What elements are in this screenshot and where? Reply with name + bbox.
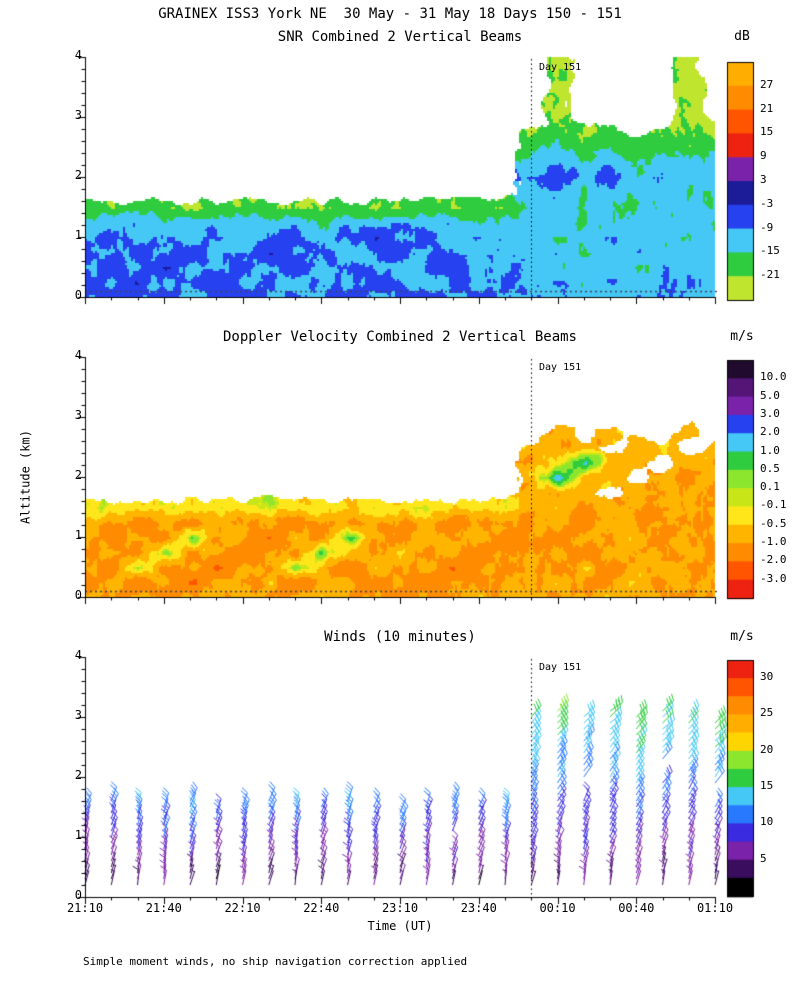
colorbar-tick-label: -21	[760, 268, 780, 282]
y-tick-label: 3	[74, 708, 82, 722]
colorbar-tick-label: -2.0	[760, 553, 787, 567]
colorbar-tick-label: 20	[760, 742, 774, 756]
x-tick-label: 22:10	[224, 901, 261, 915]
day151-annotation-doppler: Day 151	[539, 362, 582, 373]
y-tick-label: 4	[74, 648, 82, 662]
x-axis-label: Time (UT)	[367, 919, 433, 933]
y-tick-label: 1	[74, 828, 82, 842]
y-tick-label: 0	[74, 288, 82, 302]
y-tick-label: 4	[74, 348, 82, 362]
colorbar-tick-label: 5.0	[760, 388, 780, 402]
winds-panel-title: Winds (10 minutes)	[324, 629, 476, 645]
snr-colorbar-title: dB	[734, 29, 750, 44]
colorbar-tick-label: 3	[760, 173, 767, 186]
snr-panel-title: SNR Combined 2 Vertical Beams	[277, 29, 523, 45]
x-tick-label: 00:40	[618, 901, 655, 915]
day151-annotation-winds: Day 151	[539, 662, 582, 673]
winds-colorbar	[727, 660, 753, 896]
y-tick-label: 4	[74, 48, 82, 62]
colorbar-tick-label: 27	[760, 77, 774, 91]
colorbar-tick-label: 0.1	[760, 480, 780, 494]
colorbar-tick-label: -0.5	[760, 516, 787, 530]
doppler-plot-area	[85, 357, 715, 597]
y-tick-label: 2	[74, 768, 82, 782]
y-tick-label: 2	[74, 168, 82, 182]
colorbar-tick-label: -0.1	[760, 498, 787, 512]
colorbar-tick-label: -3	[760, 196, 774, 210]
x-tick-label: 21:40	[145, 901, 182, 915]
doppler-colorbar-title: m/s	[730, 329, 754, 344]
colorbar-tick-label: -9	[760, 220, 774, 234]
y-tick-label: 1	[74, 528, 82, 542]
colorbar-tick-label: 15	[760, 125, 774, 139]
y-tick-label: 1	[74, 228, 82, 242]
doppler-colorbar	[727, 360, 753, 598]
x-tick-label: 21:10	[66, 901, 104, 915]
y-tick-label: 0	[74, 588, 82, 602]
winds-colorbar-title: m/s	[730, 629, 754, 644]
x-tick-label: 22:40	[303, 901, 340, 915]
colorbar-tick-label: 30	[760, 670, 774, 684]
snr-colorbar	[727, 62, 753, 300]
doppler-panel-title: Doppler Velocity Combined 2 Vertical Bea…	[222, 329, 577, 345]
main-title: GRAINEX ISS3 York NE 30 May - 31 May 18 …	[158, 6, 622, 22]
colorbar-tick-label: -3.0	[760, 571, 787, 585]
colorbar-tick-label: 9	[760, 149, 767, 163]
x-tick-label: 00:10	[539, 901, 576, 915]
y-axis-label: Altitude (km)	[18, 430, 33, 524]
y-tick-label: 3	[74, 108, 82, 122]
snr-plot-area	[85, 57, 715, 297]
y-tick-label: 0	[74, 888, 82, 902]
colorbar-tick-label: -15	[760, 244, 780, 258]
x-tick-label: 01:10	[696, 901, 734, 915]
footer-note: Simple moment winds, no ship navigation …	[83, 955, 468, 968]
colorbar-tick-label: 2.0	[760, 425, 780, 439]
colorbar-tick-label: 10	[760, 815, 774, 829]
colorbar-tick-label: 0.5	[760, 461, 780, 475]
colorbar-tick-label: 15	[760, 779, 774, 793]
colorbar-tick-label: 3.0	[760, 406, 780, 420]
colorbar-tick-label: 10.0	[760, 370, 787, 384]
colorbar-tick-label: 21	[760, 101, 774, 115]
colorbar-tick-label: 25	[760, 706, 774, 720]
colorbar-tick-label: -1.0	[760, 535, 787, 549]
x-tick-label: 23:10	[381, 901, 419, 915]
colorbar-tick-label: 1.0	[760, 443, 780, 457]
winds-plot-area	[85, 657, 715, 897]
y-tick-label: 3	[74, 408, 82, 422]
day151-annotation-snr: Day 151	[539, 62, 582, 73]
colorbar-tick-label: 5	[760, 851, 767, 865]
y-tick-label: 2	[74, 468, 82, 482]
x-tick-label: 23:40	[460, 901, 497, 915]
